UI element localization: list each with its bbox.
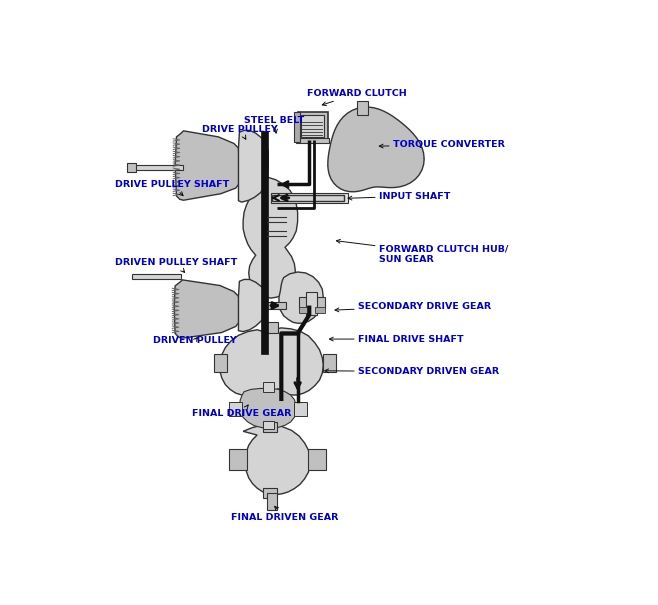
Bar bbox=[296, 138, 329, 143]
Polygon shape bbox=[240, 388, 296, 428]
Bar bbox=[272, 195, 344, 201]
Text: TORQUE CONVERTER: TORQUE CONVERTER bbox=[379, 140, 505, 149]
Bar bbox=[263, 422, 276, 432]
Text: DRIVEN PULLEY SHAFT: DRIVEN PULLEY SHAFT bbox=[114, 258, 237, 272]
Polygon shape bbox=[279, 272, 323, 323]
Bar bbox=[229, 402, 242, 416]
Polygon shape bbox=[220, 328, 323, 410]
Bar bbox=[266, 302, 286, 309]
Text: SECONDARY DRIVEN GEAR: SECONDARY DRIVEN GEAR bbox=[325, 367, 499, 376]
Text: FORWARD CLUTCH HUB/
SUN GEAR: FORWARD CLUTCH HUB/ SUN GEAR bbox=[336, 240, 509, 264]
Bar bbox=[297, 112, 328, 140]
Bar bbox=[309, 448, 326, 469]
Bar bbox=[264, 322, 278, 333]
Text: STEEL BELT: STEEL BELT bbox=[244, 116, 304, 133]
Bar bbox=[229, 448, 247, 469]
Polygon shape bbox=[238, 280, 266, 332]
Polygon shape bbox=[238, 130, 268, 202]
Bar bbox=[263, 420, 274, 429]
Polygon shape bbox=[240, 177, 297, 298]
Text: FINAL DRIVE SHAFT: FINAL DRIVE SHAFT bbox=[330, 335, 464, 344]
Polygon shape bbox=[243, 425, 310, 495]
Bar bbox=[271, 193, 348, 203]
Bar bbox=[323, 354, 336, 371]
Text: SECONDARY DRIVE GEAR: SECONDARY DRIVE GEAR bbox=[335, 302, 492, 312]
Text: FINAL DRIVEN GEAR: FINAL DRIVEN GEAR bbox=[231, 506, 338, 522]
Text: FORWARD CLUTCH: FORWARD CLUTCH bbox=[307, 89, 407, 105]
Text: DRIVEN PULLEY: DRIVEN PULLEY bbox=[153, 336, 237, 345]
Text: FINAL DRIVE GEAR: FINAL DRIVE GEAR bbox=[192, 405, 291, 418]
Bar bbox=[214, 354, 227, 371]
Bar bbox=[357, 100, 368, 114]
Text: DRIVE PULLEY: DRIVE PULLEY bbox=[202, 125, 278, 139]
Bar bbox=[263, 488, 276, 499]
Bar bbox=[299, 307, 309, 313]
Bar bbox=[294, 112, 300, 143]
Polygon shape bbox=[328, 107, 424, 192]
Polygon shape bbox=[174, 280, 240, 338]
Bar bbox=[263, 382, 274, 391]
Text: INPUT SHAFT: INPUT SHAFT bbox=[348, 192, 451, 200]
Bar bbox=[261, 131, 268, 355]
Bar bbox=[132, 274, 181, 278]
Bar bbox=[301, 116, 324, 137]
Bar bbox=[315, 307, 324, 313]
Bar bbox=[126, 163, 136, 172]
Bar bbox=[132, 165, 182, 171]
Bar bbox=[299, 297, 324, 309]
Text: DRIVE PULLEY SHAFT: DRIVE PULLEY SHAFT bbox=[114, 180, 229, 195]
Bar bbox=[305, 292, 317, 315]
Polygon shape bbox=[175, 131, 240, 200]
Bar bbox=[267, 493, 276, 511]
Bar bbox=[294, 402, 307, 416]
